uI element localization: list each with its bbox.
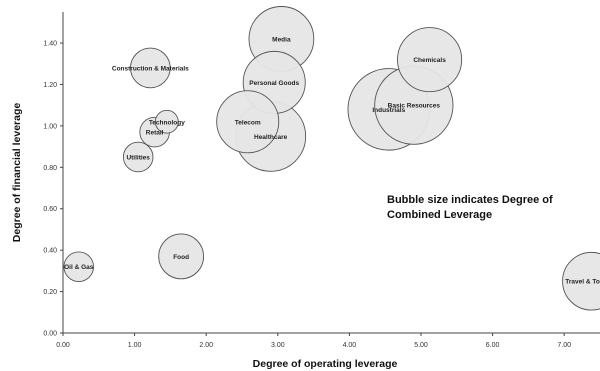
y-tick-label: 0.40 — [43, 248, 57, 255]
bubble-label: Food — [173, 254, 189, 261]
bubble-label: Travel & Tourism — [565, 279, 600, 286]
y-tick-label: 0.00 — [43, 331, 57, 338]
y-tick-label: 0.80 — [43, 165, 57, 172]
y-ticks: 0.00 0.20 0.40 0.60 0.80 1.00 1.20 1.40 — [43, 41, 63, 338]
x-tick-label: 5.00 — [414, 342, 428, 349]
x-tick-label: 6.00 — [486, 342, 500, 349]
bubble — [122, 141, 154, 173]
bubble-size-note: Bubble size indicates Degree of Combined … — [387, 194, 553, 221]
bubble-labels: Oil & Gas Food Utilities Retail Technology Co… — [64, 36, 600, 285]
x-tick-label: 2.00 — [199, 342, 213, 349]
bubble — [397, 27, 463, 93]
bubble — [562, 251, 600, 311]
y-tick-label: 1.40 — [43, 41, 57, 48]
bubble-label: Technology — [149, 119, 185, 126]
bubble — [130, 47, 171, 89]
bubble-label: Retail — [146, 130, 164, 137]
x-tick-label: 1.00 — [128, 342, 142, 349]
y-tick-label: 1.00 — [43, 123, 57, 130]
bubble — [216, 90, 280, 154]
y-tick-label: 1.20 — [43, 82, 57, 89]
bubble — [154, 109, 179, 134]
bubble-label: Construction & Materials — [112, 65, 189, 72]
bubble-label: Media — [272, 36, 291, 43]
y-tick-label: 0.60 — [43, 206, 57, 213]
bubble-label: Personal Goods — [249, 80, 299, 87]
bubble-label: Oil & Gas — [64, 264, 94, 271]
x-tick-label: 0.00 — [56, 342, 70, 349]
bubble-label: Utilities — [126, 154, 150, 161]
bubble — [158, 233, 205, 280]
x-ticks: 0.00 1.00 2.00 3.00 4.00 5.00 6.00 7.00 — [56, 333, 571, 349]
bubble-label: Chemicals — [413, 57, 446, 64]
bubble-label: Industrials — [372, 107, 405, 114]
x-tick-label: 7.00 — [557, 342, 571, 349]
x-tick-label: 4.00 — [343, 342, 357, 349]
y-axis-title: Degree of financial leverage — [11, 103, 23, 243]
axes — [62, 12, 600, 334]
bubble — [63, 251, 95, 282]
y-tick-label: 0.20 — [43, 289, 57, 296]
bubble-label: Telecom — [235, 119, 261, 126]
bubble-label: Basic Resources — [388, 103, 441, 110]
x-axis-title: Degree of operating leverage — [253, 358, 398, 370]
bubble-label: Healthcare — [254, 134, 288, 141]
x-tick-label: 3.00 — [271, 342, 285, 349]
bubbles — [63, 6, 600, 311]
